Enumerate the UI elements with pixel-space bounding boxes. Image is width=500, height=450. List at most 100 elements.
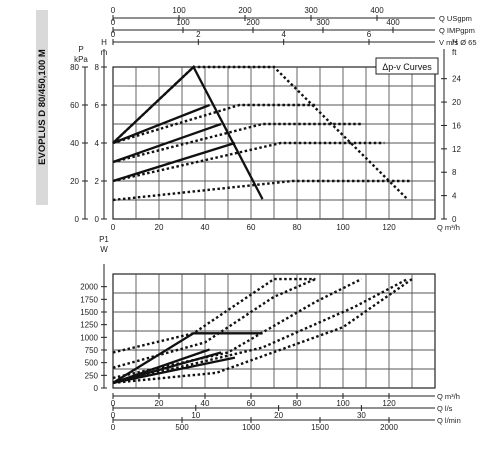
bottom-scale-tick-label: 1000 — [242, 423, 260, 432]
p1-axis-tick-label: 250 — [85, 371, 99, 380]
dotted-curve — [112, 278, 408, 385]
dotted-curve — [112, 65, 409, 200]
bottom-scale-tick-label: 30 — [357, 411, 366, 420]
top-scale-label: V m/s Ø 65 — [439, 38, 477, 47]
bottom-scale-tick-label: 80 — [293, 399, 302, 408]
top-scale-tick-label: 0 — [111, 6, 116, 15]
p1-axis-label-top: P1 — [99, 235, 109, 244]
p1-axis-label-bottom: W — [100, 245, 108, 254]
top-x-tick-label: 0 — [111, 223, 116, 232]
top-x-tick-label: 100 — [336, 223, 350, 232]
kpa-axis-label-top: P — [78, 45, 83, 54]
kpa-axis-tick-label: 0 — [75, 215, 80, 224]
dotted-curve — [112, 122, 362, 164]
ft-axis-tick-label: 8 — [452, 168, 457, 177]
p1-axis-tick-label: 1250 — [80, 321, 98, 330]
top-scale-tick-label: 200 — [238, 6, 252, 15]
dotted-curve — [112, 179, 412, 202]
ft-axis-tick-label: 4 — [452, 192, 457, 201]
bottom-scale-tick-label: 0 — [111, 423, 116, 432]
bottom-scale-tick-label: 500 — [175, 423, 189, 432]
top-scale-tick-label: 100 — [172, 6, 186, 15]
kpa-axis-tick-label: 60 — [70, 101, 79, 110]
top-x-tick-label: 20 — [155, 223, 164, 232]
ft-axis-tick-label: 16 — [452, 121, 461, 130]
kpa-axis-label-bottom: kPa — [74, 55, 88, 64]
ft-axis-tick-label: 12 — [452, 145, 461, 154]
m-axis-tick-label: 2 — [95, 177, 100, 186]
kpa-axis-tick-label: 20 — [70, 177, 79, 186]
sidebar-band — [36, 10, 48, 205]
top-scale-tick-label: 6 — [367, 30, 372, 39]
product-title-band: EVOPLUS D 80/450,100 M — [37, 49, 48, 165]
top-scale-tick-label: 400 — [386, 18, 400, 27]
p1-axis-tick-label: 500 — [85, 359, 99, 368]
ft-axis-tick-label: 0 — [452, 215, 457, 224]
top-scale-tick-label: 4 — [281, 30, 286, 39]
solid-curve — [112, 103, 211, 145]
bottom-scale-tick-label: 0 — [111, 399, 116, 408]
dotted-curve — [112, 277, 316, 369]
top-scale-tick-label: 300 — [304, 6, 318, 15]
bottom-scale-tick-label: 0 — [111, 411, 116, 420]
m-axis-tick-label: 6 — [95, 101, 100, 110]
dotted-curve — [112, 278, 362, 380]
top-x-tick-label: 40 — [201, 223, 210, 232]
bottom-scale-label: Q m³/h — [437, 392, 460, 401]
top-scale-tick-label: 200 — [246, 18, 260, 27]
solid-curve — [112, 332, 263, 384]
m-axis-tick-label: 0 — [95, 215, 100, 224]
legend-box — [375, 57, 439, 75]
solid-curve — [112, 122, 222, 164]
bottom-scale-tick-label: 120 — [382, 399, 396, 408]
bottom-scale-tick-label: 10 — [191, 411, 200, 420]
bottom-scale-tick-label: 20 — [274, 411, 283, 420]
bottom-scale-label: Q l/s — [437, 404, 453, 413]
top-x-axis-label: Q m³/h — [437, 223, 460, 232]
top-scale-tick-label: 0 — [111, 30, 116, 39]
top-scale-tick-label: 300 — [316, 18, 330, 27]
dotted-curve — [112, 141, 385, 183]
bottom-scale-label: Q l/min — [437, 416, 461, 425]
bottom-scale-tick-label: 2000 — [380, 423, 398, 432]
bottom-scale-tick-label: 40 — [201, 399, 210, 408]
m-axis-label-bottom: m — [101, 48, 108, 57]
product-title: EVOPLUS D 80/450,100 M — [37, 49, 48, 165]
bottom-scale-tick-label: 20 — [155, 399, 164, 408]
m-axis-tick-label: 8 — [95, 63, 100, 72]
p1-axis-tick-label: 0 — [94, 384, 99, 393]
p1-axis-tick-label: 1750 — [80, 295, 98, 304]
bottom-scale-tick-label: 60 — [247, 399, 256, 408]
p1-axis-tick-label: 2000 — [80, 283, 98, 292]
top-scale-tick-label: 100 — [176, 18, 190, 27]
ft-axis-tick-label: 24 — [452, 75, 461, 84]
top-x-tick-label: 60 — [247, 223, 256, 232]
dotted-curve — [112, 277, 316, 354]
kpa-axis-tick-label: 40 — [70, 139, 79, 148]
legend-box-text: Δp-v Curves — [382, 62, 432, 72]
bottom-scale-tick-label: 100 — [336, 399, 350, 408]
p1-axis-tick-label: 1000 — [80, 333, 98, 342]
ft-axis-label-bottom: ft — [452, 48, 457, 57]
top-x-tick-label: 120 — [382, 223, 396, 232]
ft-axis-label-top: H — [452, 38, 458, 47]
p1-axis-tick-label: 750 — [85, 346, 99, 355]
bottom-scale-tick-label: 1500 — [311, 423, 329, 432]
top-scale-label: Q IMPgpm — [439, 26, 475, 35]
dotted-curve — [112, 278, 413, 385]
top-scale-tick-label: 0 — [111, 18, 116, 27]
top-scale-tick-label: 2 — [196, 30, 201, 39]
p1-axis-tick-label: 1500 — [80, 308, 98, 317]
kpa-axis-tick-label: 80 — [70, 63, 79, 72]
ft-axis-tick-label: 20 — [452, 98, 461, 107]
top-scale-label: Q USgpm — [439, 14, 472, 23]
top-x-tick-label: 80 — [293, 223, 302, 232]
top-scale-tick-label: 400 — [370, 6, 384, 15]
m-axis-tick-label: 4 — [95, 139, 100, 148]
dotted-curve — [112, 103, 316, 145]
m-axis-label-top: H — [101, 38, 107, 47]
solid-curve — [112, 141, 236, 183]
